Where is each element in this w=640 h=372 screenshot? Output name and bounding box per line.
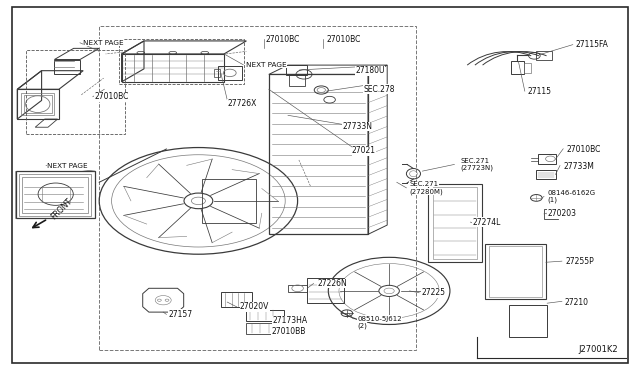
Text: SEC.278: SEC.278 bbox=[364, 85, 395, 94]
Text: 27726X: 27726X bbox=[227, 99, 257, 108]
Bar bbox=[286, 65, 307, 75]
Bar bbox=[524, 63, 531, 73]
Bar bbox=[536, 51, 552, 60]
Text: 27010BC: 27010BC bbox=[95, 92, 129, 101]
Bar bbox=[269, 74, 368, 234]
Text: 27255P: 27255P bbox=[566, 257, 595, 266]
Text: (27723N): (27723N) bbox=[461, 165, 494, 171]
Text: 27010BC: 27010BC bbox=[566, 145, 601, 154]
Bar bbox=[544, 209, 558, 219]
Bar bbox=[538, 154, 556, 164]
Bar bbox=[489, 246, 542, 297]
Text: 27733N: 27733N bbox=[342, 122, 372, 131]
Text: 27225: 27225 bbox=[421, 288, 445, 297]
Bar bbox=[307, 278, 344, 303]
Bar bbox=[289, 74, 305, 86]
Bar bbox=[22, 177, 88, 213]
Bar bbox=[119, 39, 244, 84]
Text: 27173HA: 27173HA bbox=[273, 316, 308, 325]
Text: FRONT: FRONT bbox=[49, 196, 74, 221]
Bar bbox=[509, 305, 547, 337]
Text: NEXT PAGE: NEXT PAGE bbox=[246, 62, 287, 68]
Bar bbox=[214, 69, 220, 77]
Bar bbox=[19, 174, 91, 216]
Text: 27115: 27115 bbox=[528, 87, 552, 96]
Text: 27010BB: 27010BB bbox=[271, 327, 306, 336]
Bar bbox=[221, 292, 252, 307]
Text: 27010BC: 27010BC bbox=[326, 35, 361, 44]
Bar bbox=[288, 285, 307, 292]
Text: 27021: 27021 bbox=[352, 146, 376, 155]
Text: (2): (2) bbox=[357, 322, 367, 329]
Text: SEC.271: SEC.271 bbox=[410, 181, 439, 187]
Text: 27210: 27210 bbox=[564, 298, 589, 307]
Bar bbox=[536, 170, 556, 179]
Bar bbox=[428, 184, 482, 262]
Text: J27001K2: J27001K2 bbox=[579, 345, 618, 354]
Text: 27157: 27157 bbox=[168, 310, 193, 319]
Text: SEC.271: SEC.271 bbox=[461, 158, 490, 164]
Bar bbox=[26, 50, 125, 134]
Text: 270203: 270203 bbox=[547, 209, 576, 218]
Bar bbox=[202, 179, 256, 223]
Text: 27020V: 27020V bbox=[240, 302, 269, 311]
Bar bbox=[511, 61, 524, 74]
Text: 27733M: 27733M bbox=[563, 162, 594, 171]
Text: 27274L: 27274L bbox=[472, 218, 500, 227]
Bar bbox=[54, 60, 80, 74]
Text: 27115FA: 27115FA bbox=[576, 40, 609, 49]
Text: 08146-6162G: 08146-6162G bbox=[548, 190, 596, 196]
Bar bbox=[21, 93, 54, 115]
Text: NEXT PAGE: NEXT PAGE bbox=[83, 40, 124, 46]
Text: (1): (1) bbox=[548, 197, 558, 203]
Bar bbox=[218, 66, 242, 80]
Text: 27010BC: 27010BC bbox=[266, 35, 300, 44]
Text: NEXT PAGE: NEXT PAGE bbox=[47, 163, 88, 169]
Bar bbox=[433, 187, 477, 259]
Polygon shape bbox=[143, 288, 184, 312]
Bar bbox=[99, 26, 416, 350]
Text: 08510-5J612: 08510-5J612 bbox=[357, 316, 402, 322]
Bar bbox=[246, 323, 282, 334]
Bar bbox=[485, 244, 546, 299]
Bar bbox=[246, 310, 284, 321]
Text: (27280M): (27280M) bbox=[410, 188, 444, 195]
Bar bbox=[42, 187, 70, 202]
Bar bbox=[24, 95, 52, 113]
Text: 27226N: 27226N bbox=[317, 279, 347, 288]
Text: 27180U: 27180U bbox=[355, 66, 385, 75]
